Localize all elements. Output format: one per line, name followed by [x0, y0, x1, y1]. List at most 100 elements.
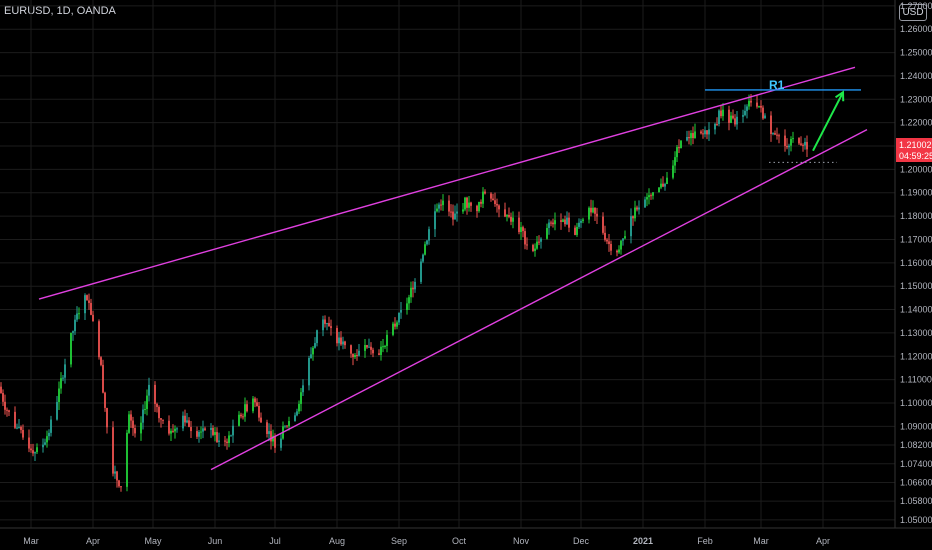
candle-body: [664, 183, 666, 187]
candle-body: [254, 398, 256, 403]
candle-body: [322, 319, 324, 331]
arrow-shaft[interactable]: [812, 91, 844, 152]
candle-body: [14, 411, 16, 428]
candle-body: [732, 115, 734, 119]
candle-body: [370, 346, 372, 350]
candle-body: [504, 209, 506, 217]
candle-body: [756, 102, 758, 107]
candle-body: [562, 219, 564, 222]
candle-body: [46, 436, 48, 443]
candle-body: [258, 405, 260, 418]
candle-body: [260, 417, 262, 423]
candle-body: [330, 326, 332, 329]
last-price-value: 1.21002: [899, 140, 932, 150]
candle-body: [734, 118, 736, 125]
candle-body: [636, 207, 638, 210]
candle-body: [78, 313, 80, 315]
trendline-lower[interactable]: [210, 129, 868, 471]
candle-body: [34, 452, 36, 454]
candle-body: [198, 431, 200, 437]
candle-body: [702, 133, 704, 135]
candle-body: [566, 217, 568, 225]
candle-body: [384, 345, 386, 347]
candle-body: [482, 191, 484, 204]
candle-body: [492, 198, 494, 201]
candle-body: [272, 435, 274, 442]
candle-body: [58, 388, 60, 403]
candle-body: [506, 215, 508, 217]
candle-body: [426, 240, 428, 245]
candle-body: [550, 222, 552, 224]
candle-body: [522, 227, 524, 232]
candle-body: [406, 303, 408, 310]
candle-body: [700, 131, 702, 134]
candle-body: [604, 232, 606, 240]
price-tick-label: 1.20000: [900, 164, 932, 174]
candle-body: [552, 222, 554, 225]
candle-body: [526, 244, 528, 246]
candle-body: [798, 138, 800, 144]
candle-body: [736, 116, 738, 125]
candle-body: [680, 140, 682, 149]
candle-body: [692, 133, 694, 139]
candle-body: [218, 440, 220, 442]
candle-body: [536, 241, 538, 249]
candle-body: [146, 395, 148, 410]
candle-body: [440, 204, 442, 206]
candle-body: [802, 144, 804, 146]
candle-body: [622, 238, 624, 241]
candle-body: [350, 345, 352, 354]
price-tick-label: 1.27000: [900, 1, 932, 11]
candle-body: [564, 219, 566, 225]
candle-body: [280, 438, 282, 448]
candle-body: [424, 244, 426, 255]
candle-body: [158, 406, 160, 419]
price-tick-label: 1.10000: [900, 398, 932, 408]
price-tick-label: 1.25000: [900, 48, 932, 58]
price-axis[interactable]: 1.27000 1.26000 1.25000 1.24000 1.23000 1.220…: [900, 1, 932, 525]
candle-body: [148, 384, 150, 396]
time-tick-label: Mar: [23, 536, 39, 546]
candle-body: [398, 312, 400, 323]
candle-body: [462, 209, 464, 212]
candle-body: [356, 354, 358, 356]
time-tick-label: Feb: [697, 536, 713, 546]
time-axis[interactable]: Mar Apr May Jun Jul Aug Sep Oct Nov Dec 2021 Feb Mar…: [23, 536, 830, 546]
candle-body: [422, 254, 424, 262]
candle-body: [676, 147, 678, 158]
currency-button[interactable]: USD: [899, 4, 927, 21]
candle-body: [524, 231, 526, 245]
price-tick-label: 1.16000: [900, 258, 932, 268]
candle-body: [708, 129, 710, 135]
candle-body: [478, 201, 480, 212]
price-tick-label: 1.24000: [900, 71, 932, 81]
candle-body: [742, 115, 744, 117]
candle-body: [74, 319, 76, 332]
candle-body: [590, 207, 592, 213]
candle-body: [632, 216, 634, 219]
price-tick-label: 1.06600: [900, 477, 932, 487]
candle-body: [792, 138, 794, 140]
candle-body: [450, 211, 452, 213]
candle-body: [174, 428, 176, 432]
trendline-upper[interactable]: [38, 66, 856, 300]
candle-body: [690, 133, 692, 139]
candle-body: [650, 195, 652, 197]
price-tick-label: 1.22000: [900, 118, 932, 128]
candle-body: [162, 419, 164, 421]
candle-body: [224, 440, 226, 442]
candle-body: [806, 141, 808, 150]
price-tick-label: 1.07400: [900, 459, 932, 469]
candle-body: [118, 480, 120, 487]
candle-body: [340, 337, 342, 345]
candle-body: [624, 236, 626, 239]
candle-body: [160, 418, 162, 420]
candle-body: [396, 322, 398, 327]
candle-body: [470, 202, 472, 206]
candle-body: [64, 364, 66, 378]
candle-body: [56, 402, 58, 420]
candle-body: [618, 249, 620, 253]
candle-body: [238, 414, 240, 426]
candle-body: [84, 295, 86, 314]
